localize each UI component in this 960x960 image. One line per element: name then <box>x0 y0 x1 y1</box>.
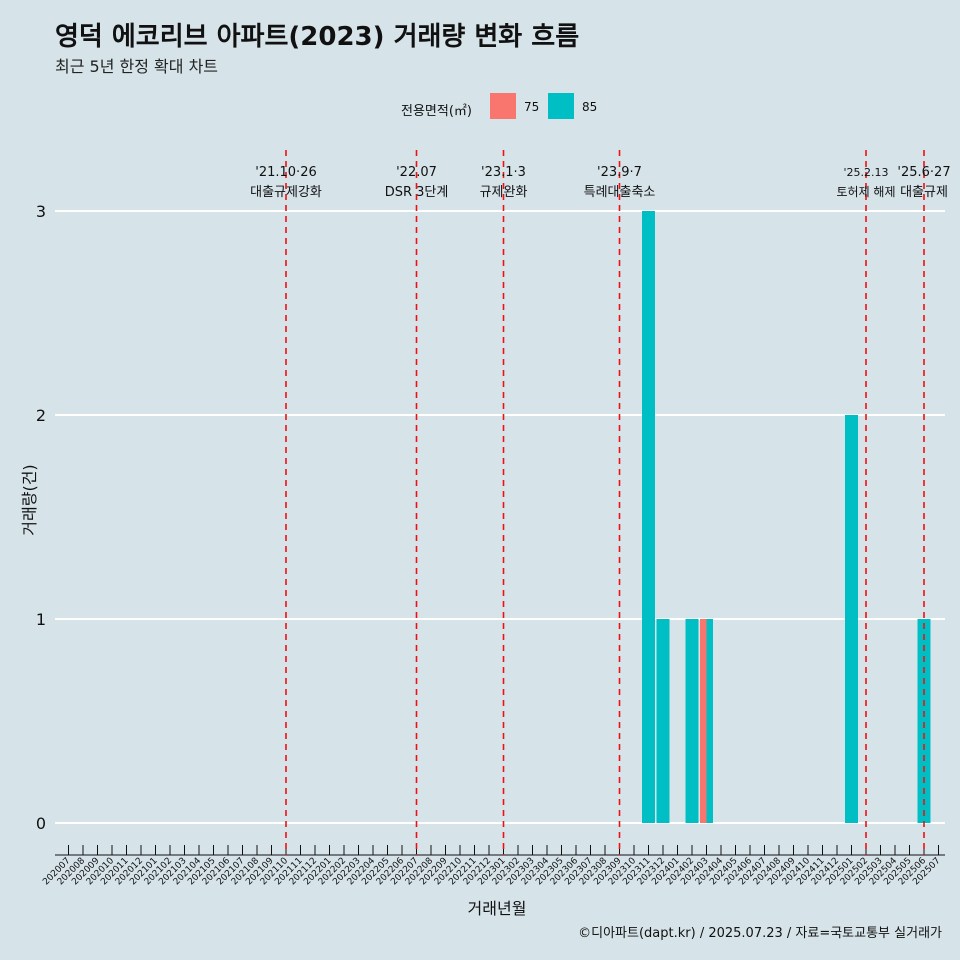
event-label: 대출규제 <box>900 185 948 200</box>
legend-key-85 <box>548 93 574 119</box>
event-date: '23.9·7 <box>597 165 642 180</box>
event-date: '23.1·3 <box>481 165 526 180</box>
legend: 전용면적(㎡) 75 85 <box>0 93 960 123</box>
event-date: '25.6·27 <box>897 165 950 180</box>
bar-85-202402 <box>685 619 699 823</box>
bar-85-202506 <box>917 619 931 823</box>
legend-title: 전용면적(㎡) <box>401 104 472 119</box>
event-label: DSR 3단계 <box>385 185 449 200</box>
y-tick-label: 2 <box>36 406 46 425</box>
bar-85-202312 <box>656 619 670 823</box>
x-axis-title: 거래년월 <box>468 899 527 918</box>
legend-label-75: 75 <box>524 100 540 114</box>
legend-key-75 <box>490 93 516 119</box>
event-date: '25.2.13 <box>843 166 888 179</box>
bar-85-202501 <box>845 415 858 823</box>
legend-label-85: 85 <box>582 100 598 114</box>
chart-subtitle: 최근 5년 한정 확대 차트 <box>55 57 219 76</box>
event-date: '22.07 <box>396 165 437 180</box>
event-label: 토허제 해제 <box>836 185 895 199</box>
event-label: 특례대출축소 <box>584 185 656 200</box>
bar-75-202403 <box>700 619 707 823</box>
event-date: '21.10·26 <box>255 165 316 180</box>
y-tick-label: 1 <box>36 610 46 629</box>
y-tick-label: 3 <box>36 202 46 221</box>
event-label: 규제완화 <box>480 185 528 200</box>
bar-85-202311 <box>642 211 655 823</box>
bar-85-202403 <box>706 619 713 823</box>
event-label: 대출규제강화 <box>250 185 322 200</box>
y-axis-title: 거래량(건) <box>20 464 39 535</box>
y-tick-label: 0 <box>36 814 46 833</box>
chart-title: 영덕 에코리브 아파트(2023) 거래량 변화 흐름 <box>55 22 580 52</box>
chart-caption: ©디아파트(dapt.kr) / 2025.07.23 / 자료=국토교통부 실… <box>578 926 942 941</box>
